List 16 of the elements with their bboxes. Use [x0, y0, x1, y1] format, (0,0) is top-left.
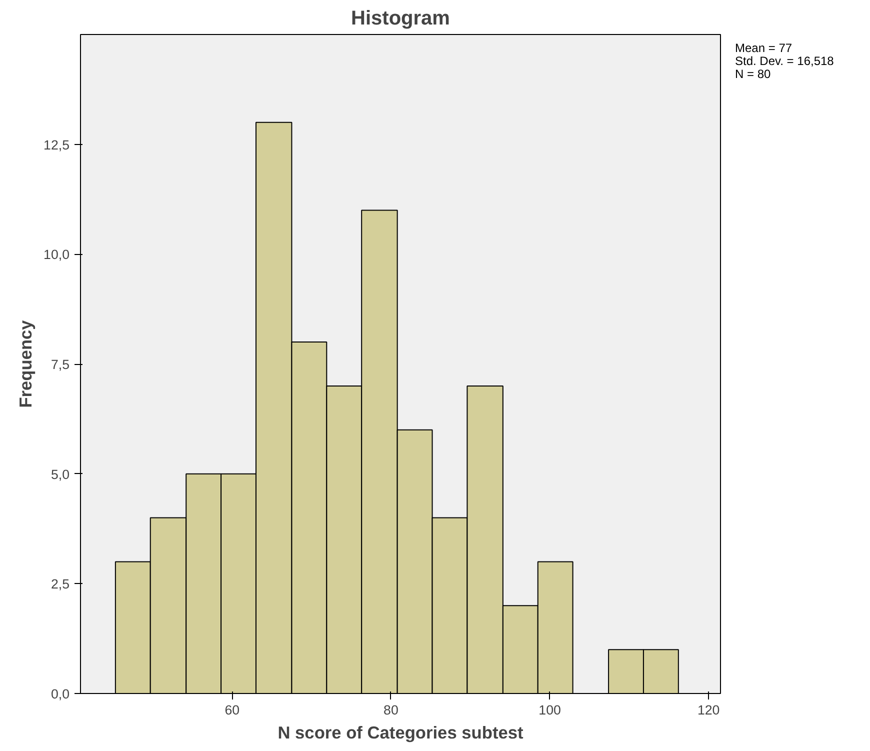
x-axis-title: N score of Categories subtest [278, 722, 524, 742]
x-tick-label: 120 [697, 702, 720, 718]
y-axis-title: Frequency [16, 320, 36, 408]
y-tick-label: 7,5 [50, 357, 70, 372]
y-tick-label: 0,0 [50, 686, 70, 702]
text: N = 80 [735, 67, 771, 81]
x-tick-label: 80 [384, 702, 398, 718]
text: Std. Dev. = 16,518 [735, 54, 834, 68]
text: Mean = 77 [735, 41, 792, 55]
y-tick-label: 5,0 [50, 466, 70, 482]
y-tick-label: 2,5 [50, 576, 70, 592]
x-tick-label: 100 [538, 702, 561, 718]
x-tick-label: 60 [224, 702, 240, 718]
y-tick-label: 10,0 [44, 247, 70, 262]
chart-title: Histogram [351, 8, 450, 30]
y-tick-label: 12,5 [44, 137, 70, 152]
